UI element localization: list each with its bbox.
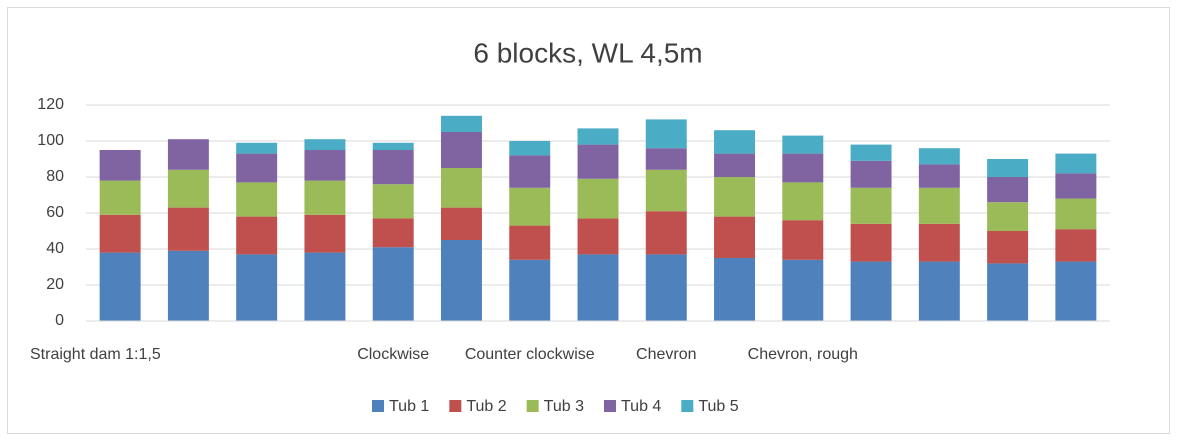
bar-segment (918, 223, 960, 262)
bar-segment (1055, 229, 1097, 262)
bar-segment (1055, 173, 1097, 199)
bar-segment (714, 177, 756, 217)
x-tick-label: Chevron, rough (748, 346, 858, 363)
bar-segment (99, 214, 141, 253)
bar-segment (167, 139, 209, 170)
y-tick-label: 20 (46, 276, 64, 293)
bar-segment (372, 150, 414, 185)
bar-segment (99, 150, 141, 181)
bar-segment (918, 187, 960, 224)
bar-segment (167, 169, 209, 208)
bar-segment (440, 240, 482, 321)
bar-segment (1055, 153, 1097, 174)
bar-segment (236, 254, 278, 321)
bar-segment (782, 135, 824, 154)
bar-segment (236, 216, 278, 255)
bar-segment (509, 155, 551, 188)
bar-segment (918, 261, 960, 321)
bar-segment (440, 132, 482, 168)
bar-segment (372, 184, 414, 219)
bar-segment (987, 263, 1029, 321)
bar-segment (645, 169, 687, 212)
legend-swatch (449, 400, 462, 412)
bar-segment (782, 220, 824, 260)
bar-segment (577, 144, 619, 179)
x-tick-label: Counter clockwise (465, 346, 595, 363)
bar-segment (645, 211, 687, 255)
bar-segment (714, 153, 756, 177)
bar-segment (987, 177, 1029, 203)
bar-segment (987, 231, 1029, 264)
legend-label: Tub 3 (544, 398, 584, 415)
bar-segment (440, 207, 482, 240)
bar-segment (372, 247, 414, 321)
bar-segment (372, 142, 414, 150)
bar-segment (577, 218, 619, 255)
bar-segment (645, 254, 687, 321)
bar-segment (850, 187, 892, 224)
legend-swatch (372, 400, 384, 412)
bar-segment (782, 259, 824, 321)
legend-swatch (526, 400, 539, 412)
bar-segment (440, 168, 482, 208)
x-tick-label: Clockwise (357, 346, 429, 363)
bar-segment (987, 202, 1029, 231)
bar-segment (99, 180, 141, 215)
bar-segment (714, 258, 756, 321)
bar-segment (304, 214, 346, 253)
bar-segment (577, 254, 619, 321)
bar-segment (304, 180, 346, 215)
bar-segment (714, 216, 756, 258)
bar-segment (714, 130, 756, 154)
bar-segment (236, 153, 278, 183)
bar-segment (304, 139, 346, 150)
bar-segment (509, 141, 551, 156)
bar-segment (99, 252, 141, 321)
bar-segment (1055, 261, 1097, 321)
bar-segment (509, 259, 551, 321)
legend-label: Tub 2 (466, 398, 506, 415)
y-tick-label: 0 (55, 312, 64, 329)
bar-segment (850, 261, 892, 321)
bar-segment (850, 160, 892, 188)
legend-label: Tub 5 (698, 398, 738, 415)
chart-title: 6 blocks, WL 4,5m (473, 37, 702, 68)
y-tick-label: 120 (37, 96, 64, 113)
bar-segment (577, 128, 619, 145)
bar-segment (304, 252, 346, 321)
bar-segment (645, 148, 687, 170)
y-tick-label: 100 (37, 132, 64, 149)
bar-segment (645, 119, 687, 149)
bar-segment (1055, 198, 1097, 230)
bar-segment (918, 148, 960, 165)
bar-segment (782, 153, 824, 183)
y-tick-label: 40 (46, 240, 64, 257)
legend-label: Tub 4 (621, 398, 661, 415)
bar-segment (850, 144, 892, 161)
bar-segment (918, 164, 960, 188)
y-tick-label: 60 (46, 204, 64, 221)
bar-segment (440, 115, 482, 132)
bar-segment (509, 187, 551, 226)
bar-segment (304, 150, 346, 181)
bar-segment (167, 207, 209, 251)
legend-label: Tub 1 (389, 398, 429, 415)
bar-segment (577, 178, 619, 219)
legend-swatch (681, 400, 694, 412)
bar-segment (509, 225, 551, 260)
x-tick-label: Chevron (636, 346, 696, 363)
bar-segment (236, 142, 278, 154)
bar-segment (236, 182, 278, 217)
x-tick-label: Straight dam 1:1,5 (30, 346, 161, 363)
bar-segment (850, 223, 892, 262)
legend-swatch (603, 400, 616, 412)
bar-segment (987, 159, 1029, 177)
y-tick-label: 80 (46, 168, 64, 185)
bar-segment (167, 250, 209, 321)
bar-segment (372, 218, 414, 248)
bar-segment (782, 182, 824, 221)
